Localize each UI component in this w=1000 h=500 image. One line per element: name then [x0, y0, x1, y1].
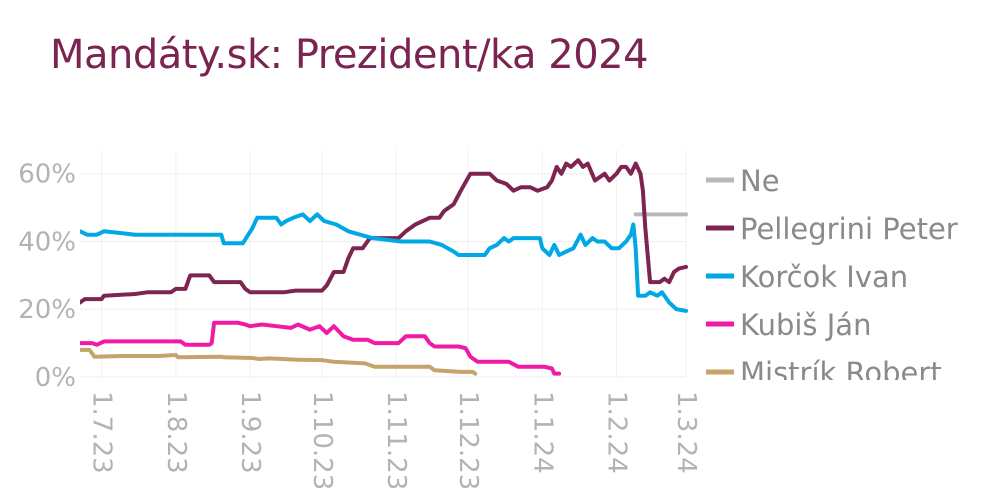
- x-tick-label: 1.10.23: [307, 391, 337, 490]
- x-axis: 1.7.23 1.8.23 1.9.23 1.10.23 1.11.23 1.12.23 1…: [87, 391, 701, 490]
- y-tick-label: 0%: [35, 363, 76, 393]
- x-tick-label: 1.3.24: [671, 391, 701, 474]
- series-line-pellegrini-peter: [80, 158, 688, 305]
- legend-label-pellegrini-peter: Pellegrini Peter: [740, 212, 958, 246]
- series-line-korcok-ivan: [80, 212, 688, 313]
- y-tick-label: 60%: [18, 160, 76, 190]
- x-tick-label: 1.12.23: [453, 391, 483, 490]
- legend-label-mistrik-robert: Mistrík Robert: [740, 356, 942, 390]
- x-tick-label: 1.2.24: [602, 391, 632, 474]
- legend: Ne Pellegrini Peter Korčok Ivan Kubiš Ján Mi…: [706, 164, 958, 390]
- x-tick-label: 1.9.23: [235, 391, 265, 474]
- x-tick-label: 1.1.24: [527, 391, 557, 474]
- y-axis: 0% 20% 40% 60%: [18, 160, 76, 393]
- y-tick-label: 20%: [18, 295, 76, 325]
- legend-label-kubis-jan: Kubiš Ján: [740, 308, 871, 342]
- series-line-kubis-jan: [80, 320, 562, 376]
- grid: [80, 150, 687, 378]
- x-tick-label: 1.11.23: [381, 391, 411, 490]
- series-line-mistrik-robert: [80, 347, 478, 376]
- series-lines: [80, 158, 688, 376]
- x-tick-label: 1.8.23: [161, 391, 191, 474]
- y-tick-label: 40%: [18, 227, 76, 257]
- x-tick-label: 1.7.23: [87, 391, 117, 474]
- legend-label-korcok-ivan: Korčok Ivan: [740, 260, 908, 294]
- chart-title: Mandáty.sk: Prezident/ka 2024: [50, 32, 649, 78]
- legend-label-ne: Ne: [740, 164, 780, 198]
